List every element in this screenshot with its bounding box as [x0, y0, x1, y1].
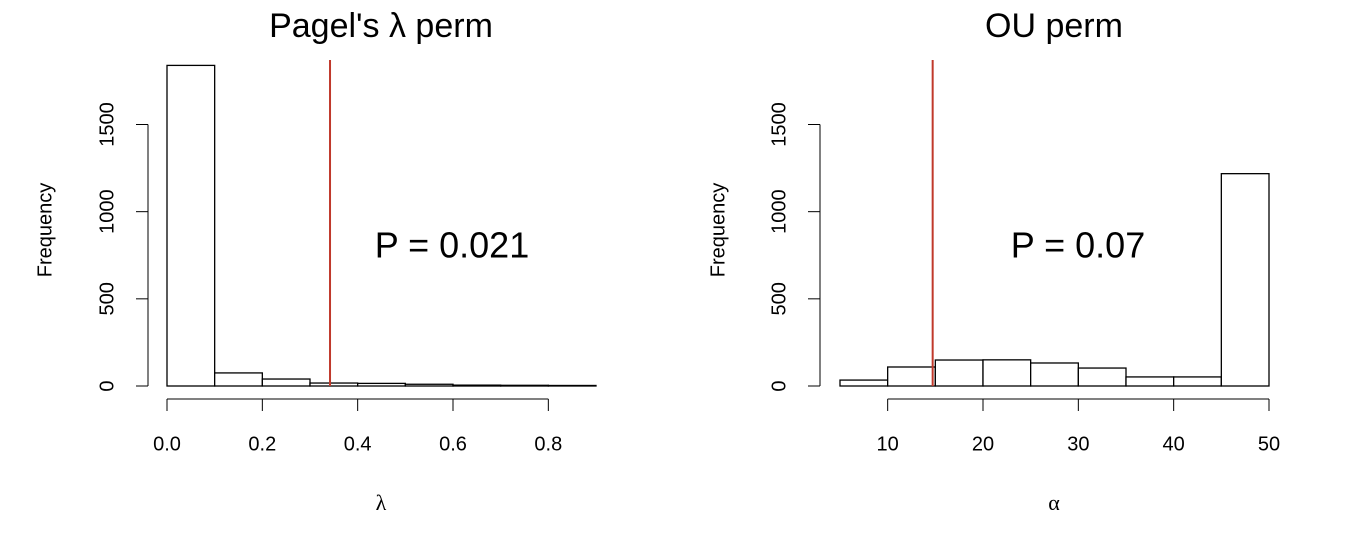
bar [982, 359, 1032, 387]
bar [1173, 376, 1222, 387]
bar [357, 382, 406, 387]
y-tick-label: 500 [768, 282, 790, 315]
bar [1030, 362, 1079, 387]
bar [214, 372, 263, 387]
y-tick-label: 500 [96, 282, 118, 315]
x-tick-label: 30 [1067, 433, 1089, 455]
chart-title: OU perm [985, 7, 1123, 45]
x-axis-label: λ [376, 490, 387, 515]
chart-title: Pagel's λ perm [269, 7, 493, 45]
annotation: P = 0.021 [375, 225, 529, 266]
bar [934, 359, 984, 387]
x-tick-label: 0.4 [344, 433, 372, 455]
x-tick-label: 20 [972, 433, 994, 455]
x-tick-label: 40 [1163, 433, 1185, 455]
x-axis-label: α [1048, 490, 1060, 515]
bar [309, 382, 359, 387]
bar [166, 64, 216, 387]
x-tick-label: 0.8 [534, 433, 562, 455]
bar [1220, 173, 1270, 387]
bar [261, 378, 311, 387]
y-tick-label: 1500 [96, 102, 118, 147]
bar [1077, 367, 1127, 387]
x-tick-label: 10 [877, 433, 899, 455]
y-axis-label: Frequency [707, 183, 729, 278]
bar [1125, 376, 1175, 387]
y-tick-label: 1000 [768, 189, 790, 234]
annotation: P = 0.07 [1011, 225, 1145, 266]
y-tick-label: 1500 [768, 102, 790, 147]
bar [887, 366, 936, 387]
x-tick-label: 0.6 [439, 433, 467, 455]
x-tick-label: 50 [1258, 433, 1280, 455]
x-tick-label: 0.0 [153, 433, 181, 455]
y-axis-label: Frequency [34, 183, 56, 278]
bar [500, 384, 549, 387]
bar [404, 383, 454, 387]
bar [839, 379, 889, 387]
x-tick-label: 0.2 [248, 433, 276, 455]
y-tick-label: 0 [96, 380, 118, 391]
bar [547, 384, 597, 387]
bar [452, 384, 502, 387]
y-tick-label: 1000 [96, 189, 118, 234]
y-tick-label: 0 [768, 380, 790, 391]
